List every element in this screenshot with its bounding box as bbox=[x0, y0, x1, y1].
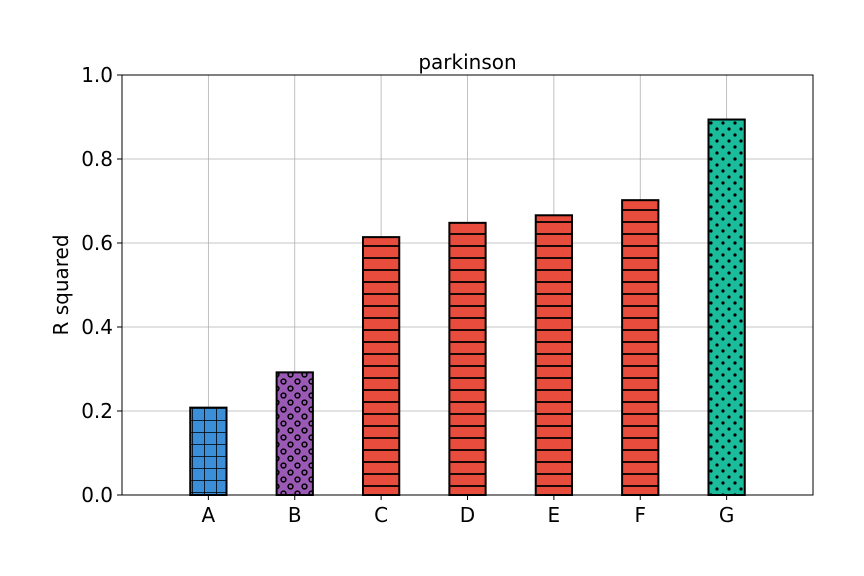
bar-D bbox=[448, 221, 487, 496]
y-tick-label: 0.8 bbox=[81, 147, 113, 171]
y-tick-label: 0.6 bbox=[81, 231, 113, 255]
y-axis-label: R squared bbox=[49, 234, 73, 335]
x-tick-label: E bbox=[548, 503, 561, 527]
bar-G bbox=[707, 118, 746, 497]
x-tick-label: A bbox=[202, 503, 216, 527]
y-tick-label: 0.2 bbox=[81, 399, 113, 423]
bar-A bbox=[189, 406, 228, 497]
y-tick-label: 0.4 bbox=[81, 315, 113, 339]
bar-B bbox=[275, 371, 314, 496]
y-axis-ticks: 0.0 0.2 0.4 0.6 0.8 1.0 bbox=[81, 63, 122, 507]
x-tick-label: D bbox=[460, 503, 475, 527]
x-tick-label: B bbox=[288, 503, 302, 527]
x-axis-ticks: A B C D E F G bbox=[202, 495, 735, 527]
y-tick-label: 1.0 bbox=[81, 63, 113, 87]
x-tick-label: C bbox=[374, 503, 388, 527]
y-tick-label: 0.0 bbox=[81, 483, 113, 507]
bar-F bbox=[621, 199, 660, 496]
bar-C bbox=[361, 236, 401, 496]
x-tick-label: G bbox=[719, 503, 735, 527]
x-tick-label: F bbox=[634, 503, 646, 527]
chart-title: parkinson bbox=[418, 50, 516, 74]
bar-E bbox=[534, 214, 574, 496]
